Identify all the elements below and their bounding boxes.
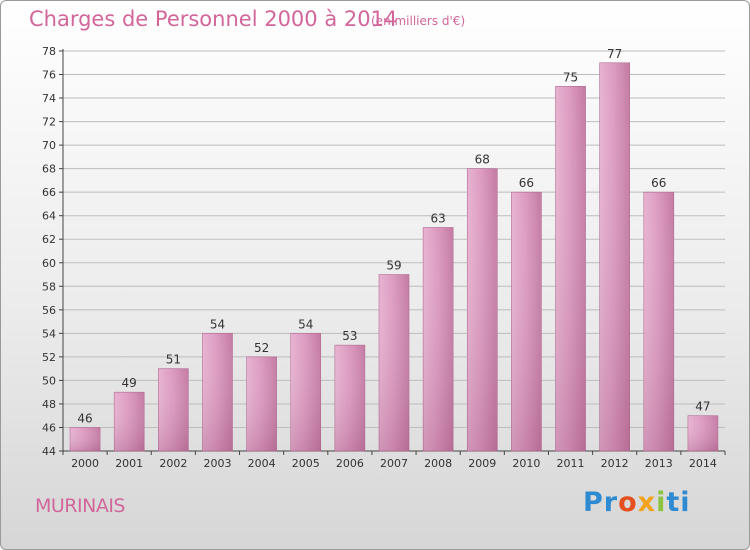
x-tick-label: 2003 (203, 457, 231, 470)
x-tick-label: 2010 (512, 457, 540, 470)
bar-shade-2003 (202, 333, 233, 451)
data-label: 51 (166, 353, 181, 367)
data-label: 68 (475, 153, 490, 167)
bar-shade-2007 (378, 274, 410, 451)
y-tick-label: 60 (42, 257, 56, 270)
bar-shade-2005 (290, 333, 321, 451)
bar-shade-2006 (334, 345, 365, 451)
y-tick-label: 74 (42, 92, 56, 105)
data-label: 47 (695, 400, 710, 414)
y-tick-label: 72 (42, 116, 56, 129)
commune-name: MURINAIS (35, 495, 125, 517)
chart-subtitle: (en milliers d'€) (371, 14, 466, 28)
data-label: 53 (342, 329, 357, 343)
data-label: 54 (210, 317, 225, 331)
data-label: 59 (386, 259, 401, 273)
data-label: 54 (298, 317, 313, 331)
data-label: 66 (519, 176, 534, 190)
data-label: 49 (122, 376, 137, 390)
y-tick-label: 48 (42, 398, 56, 411)
data-label: 77 (607, 47, 622, 61)
x-tick-label: 2001 (115, 457, 143, 470)
x-tick-label: 2000 (71, 457, 99, 470)
bar-shade-2004 (246, 356, 277, 451)
y-tick-label: 58 (42, 280, 56, 293)
bar-shade-2001 (114, 392, 145, 451)
x-tick-label: 2004 (248, 457, 276, 470)
bar-shade-2009 (467, 168, 498, 451)
data-label: 75 (563, 70, 578, 84)
data-label: 52 (254, 341, 269, 355)
bar-shade-2013 (643, 192, 674, 452)
bar-shade-2002 (158, 368, 189, 451)
y-tick-label: 76 (42, 69, 56, 82)
x-tick-label: 2008 (424, 457, 452, 470)
bar-shade-2008 (423, 227, 454, 451)
y-tick-label: 62 (42, 233, 56, 246)
x-tick-label: 2011 (557, 457, 585, 470)
x-tick-label: 2005 (292, 457, 320, 470)
y-tick-label: 56 (42, 304, 56, 317)
x-tick-label: 2002 (159, 457, 187, 470)
bar-shade-2012 (599, 62, 630, 451)
proxiti-logo: Proxiti (583, 487, 691, 518)
chart-title: Charges de Personnel 2000 à 2014 (29, 7, 398, 31)
y-tick-label: 78 (42, 45, 56, 58)
x-tick-label: 2007 (380, 457, 408, 470)
y-tick-label: 68 (42, 163, 56, 176)
x-tick-label: 2013 (645, 457, 673, 470)
y-tick-label: 54 (42, 327, 56, 340)
x-tick-label: 2009 (468, 457, 496, 470)
y-tick-label: 46 (42, 421, 56, 434)
data-label: 66 (651, 176, 666, 190)
y-tick-label: 70 (42, 139, 56, 152)
bar-shade-2014 (687, 415, 718, 451)
bar-shade-2000 (70, 427, 101, 451)
data-labels: 46 49 51 54 52 54 53 59 63 68 66 75 77 66 47 (77, 47, 710, 426)
y-tick-label: 52 (42, 351, 56, 364)
y-tick-label: 64 (42, 210, 56, 223)
y-tick-label: 44 (42, 445, 56, 458)
bar-shade-2010 (511, 192, 542, 452)
x-tick-label: 2012 (601, 457, 629, 470)
bar-shade-2011 (555, 86, 586, 451)
x-tick-label: 2006 (336, 457, 364, 470)
x-tick-label: 2014 (689, 457, 717, 470)
y-tick-label: 50 (42, 374, 56, 387)
data-label: 63 (430, 211, 445, 225)
bars (69, 62, 719, 452)
y-tick-label: 66 (42, 186, 56, 199)
data-label: 46 (77, 411, 92, 425)
